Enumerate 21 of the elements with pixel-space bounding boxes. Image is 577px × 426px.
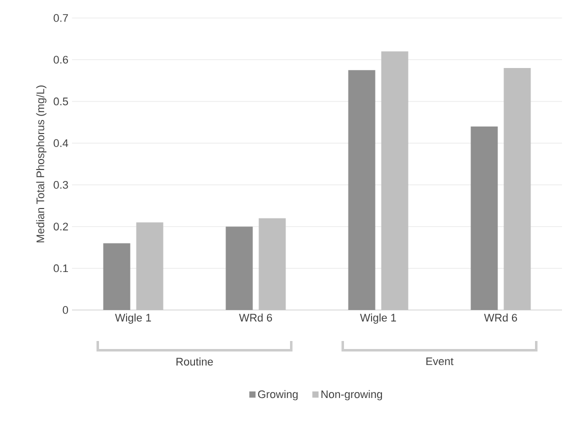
x-tick-label: WRd 6 [239, 314, 272, 322]
x-tick-label: Wigle 1 [360, 314, 396, 324]
y-tick-label: 0.2 [54, 222, 68, 230]
y-tick-label: 0 [62, 306, 68, 314]
x-tick-label: Wigle 1 [115, 314, 151, 324]
legend-label: Growing [258, 390, 298, 400]
y-tick-label: 0.5 [54, 98, 68, 106]
text: Event [426, 358, 454, 366]
y-tick-label: 0.1 [54, 264, 68, 272]
x-tick-label: WRd 6 [484, 314, 517, 322]
bar [470, 126, 498, 310]
bar [103, 243, 130, 310]
y-tick-label: 0.7 [54, 14, 68, 22]
text: Routine [176, 358, 213, 366]
y-tick-label: 0.3 [54, 180, 68, 189]
legend-label: Non-growing [321, 390, 382, 400]
bar [348, 70, 376, 310]
y-tick-label: 0.6 [54, 56, 68, 64]
y-axis-title: Median Total Phosphorus (mg/L) [36, 86, 46, 242]
y-tick-label: 0.4 [54, 139, 68, 148]
bar [226, 226, 253, 310]
